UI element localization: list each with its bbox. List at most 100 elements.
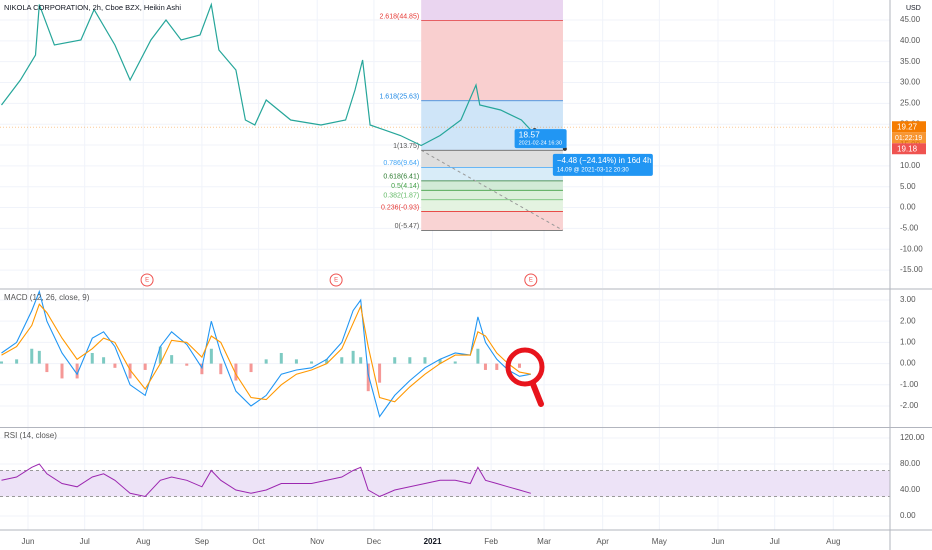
- fib-label: 0.236(-0.93): [381, 204, 419, 211]
- macd-histogram-bar: [90, 352, 94, 364]
- macd-histogram-bar: [37, 350, 41, 364]
- last-price-tag: [892, 121, 926, 133]
- macd-histogram-bar: [294, 359, 298, 364]
- fib-label: 0(-5.47): [395, 223, 420, 230]
- macd-histogram-bar: [359, 357, 363, 364]
- macd-histogram-bar: [128, 363, 132, 379]
- fib-label: 2.618(44.85): [379, 13, 419, 20]
- macd-legend: MACD (12, 26, close, 9): [4, 293, 90, 302]
- chart-title: NIKOLA CORPORATION, 2h, Cboe BZX, Heikin…: [4, 3, 181, 12]
- x-tick-label: Feb: [484, 537, 498, 546]
- y-tick-label: 3.00: [900, 295, 916, 304]
- countdown-label: 01:22:19: [895, 135, 922, 142]
- x-tick-label: Dec: [367, 537, 381, 546]
- y-tick-label: 25.00: [900, 98, 921, 107]
- y-tick-label: 0.00: [900, 359, 916, 368]
- macd-histogram-bar: [453, 361, 457, 364]
- macd-histogram-bar: [158, 346, 162, 364]
- fib-zone: [421, 180, 563, 191]
- macd-histogram-bar: [366, 363, 370, 392]
- currency-label: USD: [906, 5, 921, 12]
- y-tick-label: 10.00: [900, 161, 921, 170]
- close-price-label: 19.18: [897, 144, 918, 153]
- measure-change: −4.48 (−24.14%) in 16d 4h: [557, 156, 652, 165]
- y-tick-label: 45.00: [900, 15, 921, 24]
- measure-date: 2021-02-24 16:30: [519, 141, 562, 147]
- macd-histogram-bar: [378, 363, 382, 383]
- macd-histogram-bar: [310, 361, 314, 364]
- y-tick-label: -15.00: [900, 265, 923, 274]
- x-tick-label: May: [652, 537, 667, 546]
- macd-line: [1, 303, 531, 403]
- macd-histogram-bar: [517, 363, 521, 368]
- macd-histogram-bar: [423, 357, 427, 364]
- countdown-tag: [892, 132, 926, 144]
- measure-tooltip: [552, 153, 653, 176]
- x-tick-label: Jun: [22, 537, 35, 546]
- fib-zone: [421, 150, 563, 168]
- y-tick-label: 120.00: [900, 433, 925, 442]
- macd-histogram-bar: [143, 363, 147, 370]
- y-tick-label: -5.00: [900, 224, 919, 233]
- measure-tooltip: [514, 129, 567, 149]
- fib-label: 1.618(25.63): [379, 94, 419, 101]
- y-tick-label: 0.00: [900, 203, 916, 212]
- measure-end: 14.09 @ 2021-03-12 20:30: [557, 167, 629, 173]
- macd-histogram-bar: [15, 359, 19, 364]
- fib-zone: [421, 190, 563, 200]
- x-tick-label: Aug: [826, 537, 840, 546]
- y-tick-label: 5.00: [900, 182, 916, 191]
- macd-histogram-bar: [408, 357, 412, 364]
- macd-histogram-bar: [0, 361, 4, 364]
- macd-histogram-bar: [234, 363, 238, 381]
- macd-histogram-bar: [340, 357, 344, 364]
- x-tick-label: Mar: [537, 537, 551, 546]
- x-tick-label: 2021: [424, 537, 442, 546]
- x-tick-label: Jul: [770, 537, 780, 546]
- macd-histogram-bar: [249, 363, 253, 373]
- y-tick-label: 30.00: [900, 78, 921, 87]
- y-tick-label: 40.00: [900, 485, 921, 494]
- macd-line: [1, 289, 531, 418]
- earnings-marker: [524, 273, 538, 287]
- macd-histogram-bar: [279, 352, 283, 364]
- macd-histogram-bar: [264, 359, 268, 364]
- macd-histogram-bar: [102, 357, 106, 364]
- x-tick-label: Apr: [596, 537, 609, 546]
- x-tick-label: Sep: [195, 537, 210, 546]
- fib-zone: [421, 199, 563, 212]
- macd-histogram-bar: [185, 363, 189, 366]
- earnings-marker: [329, 273, 343, 287]
- fib-zone: [421, 20, 563, 101]
- last-price-label: 19.27: [897, 122, 918, 131]
- highlight-handle: [530, 381, 544, 407]
- y-tick-label: 2.00: [900, 316, 916, 325]
- macd-histogram-bar: [476, 348, 480, 364]
- rsi-legend: RSI (14, close): [4, 431, 57, 440]
- macd-histogram-bar: [393, 357, 397, 364]
- fib-zone: [421, 0, 563, 21]
- macd-histogram-bar: [45, 363, 49, 373]
- macd-histogram-bar: [495, 363, 499, 370]
- macd-histogram-bar: [351, 350, 355, 364]
- fib-zone: [421, 167, 563, 181]
- fib-label: 1(13.75): [393, 143, 419, 150]
- y-tick-label: 1.00: [900, 337, 916, 346]
- macd-histogram-bar: [113, 363, 117, 368]
- macd-histogram-bar: [30, 348, 34, 364]
- macd-histogram-bar: [325, 359, 329, 364]
- fib-zone: [421, 211, 563, 231]
- macd-histogram-bar: [200, 363, 204, 375]
- macd-histogram-bar: [75, 363, 79, 379]
- y-tick-label: -10.00: [900, 244, 923, 253]
- highlight-circle: [505, 347, 545, 387]
- y-tick-label: 35.00: [900, 57, 921, 66]
- macd-histogram-bar: [209, 348, 213, 364]
- y-tick-label: 40.00: [900, 36, 921, 45]
- price-line: [1, 2, 532, 147]
- measure-value: 18.57: [519, 129, 541, 139]
- x-tick-label: Oct: [252, 537, 265, 546]
- rsi-band: [0, 470, 890, 497]
- fib-label: 0.786(9.64): [383, 160, 419, 167]
